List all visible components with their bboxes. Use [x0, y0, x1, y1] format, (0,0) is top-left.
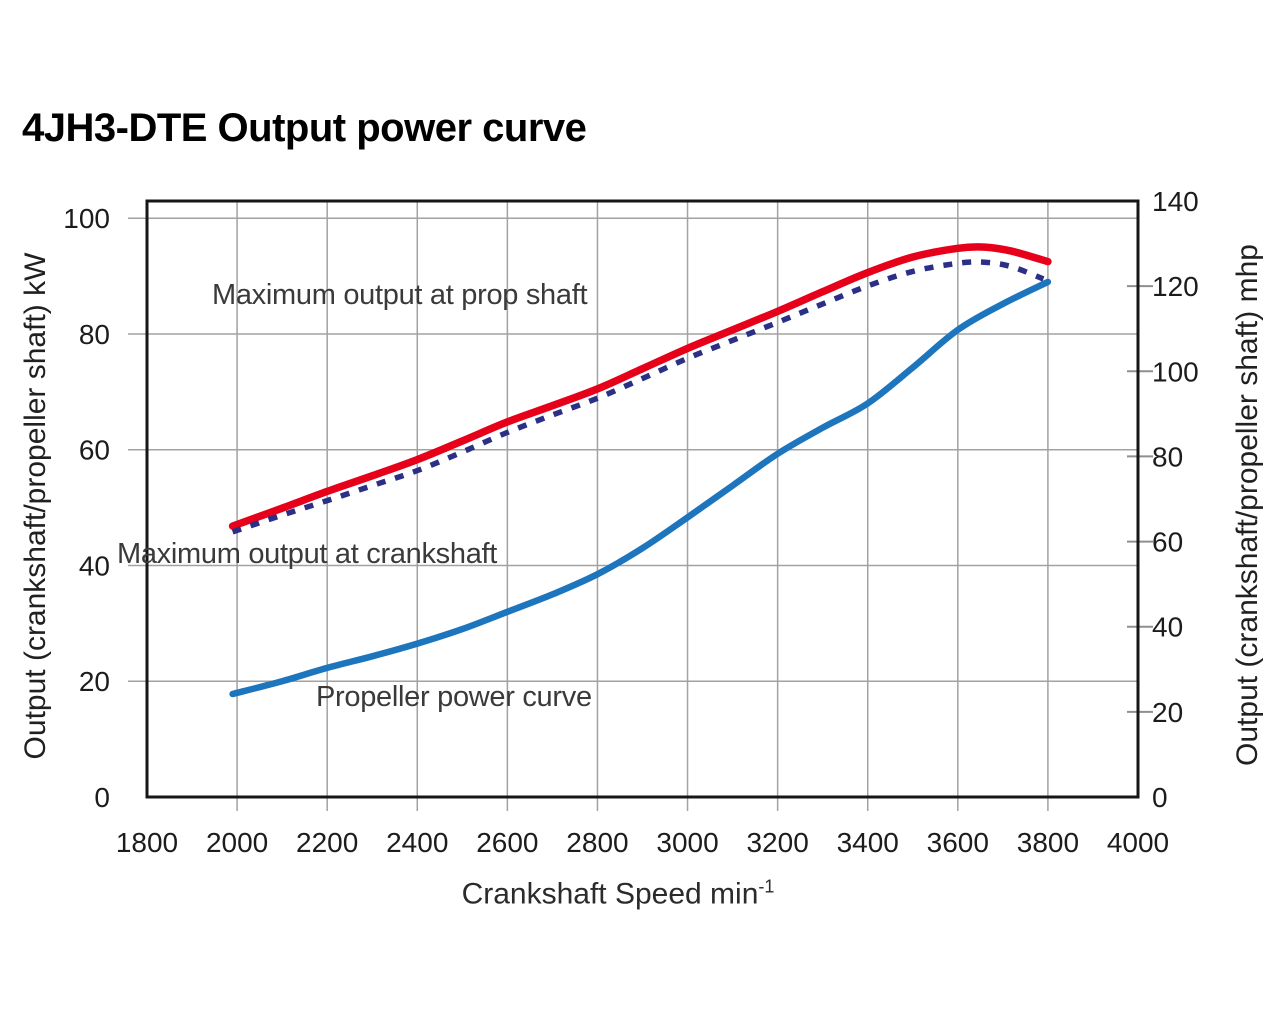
y-tick-label-mhp: 20: [1152, 697, 1183, 728]
x-tick-label: 2000: [206, 827, 268, 858]
x-tick-label: 3800: [1017, 827, 1079, 858]
curve-propeller-power-curve: [229, 278, 1052, 698]
y-tick-label-kw: 80: [79, 319, 110, 350]
x-tick-label: 3200: [746, 827, 808, 858]
x-tick-label: 3400: [837, 827, 899, 858]
x-axis-title-text: Crankshaft Speed min: [461, 877, 759, 911]
y-tick-label-mhp: 120: [1152, 271, 1199, 302]
curve-label-maximum-output-at-prop-shaft: Maximum output at prop shaft: [212, 279, 588, 311]
y-tick-label-kw: 20: [79, 666, 110, 697]
curve-maximum-output-at-prop-shaft: [231, 259, 1045, 535]
x-tick-label: 3000: [656, 827, 718, 858]
x-tick-label: 1800: [116, 827, 178, 858]
right-axis-title: Output (crankshaft/propeller shaft) mhp: [1231, 244, 1264, 766]
curve-label-maximum-output-at-crankshaft: Maximum output at crankshaft: [117, 538, 498, 570]
y-tick-label-mhp: 0: [1152, 782, 1168, 813]
left-axis-title: Output (crankshaft/propeller shaft) kW: [19, 252, 52, 760]
x-tick-label: 4000: [1107, 827, 1169, 858]
plot-border: [145, 199, 1140, 799]
x-tick-label: 2600: [476, 827, 538, 858]
y-tick-label-kw: 40: [79, 550, 110, 581]
curve-label-propeller-power-curve: Propeller power curve: [316, 681, 592, 713]
y-tick-label-kw: 0: [94, 782, 110, 813]
chart-title: 4JH3-DTE Output power curve: [22, 106, 587, 150]
y-tick-label-mhp: 140: [1152, 186, 1199, 217]
x-axis-title-sup: -1: [758, 876, 775, 897]
y-tick-label-kw: 60: [79, 435, 110, 466]
x-tick-label: 2200: [296, 827, 358, 858]
y-tick-label-mhp: 100: [1152, 356, 1199, 387]
y-tick-label-mhp: 60: [1152, 527, 1183, 558]
x-axis-title: Crankshaft Speed min-1: [462, 877, 775, 912]
y-tick-label-kw: 100: [63, 203, 110, 234]
x-tick-label: 3600: [927, 827, 989, 858]
x-tick-label: 2400: [386, 827, 448, 858]
y-tick-label-mhp: 40: [1152, 612, 1183, 643]
x-tick-label: 2800: [566, 827, 628, 858]
y-tick-label-mhp: 80: [1152, 441, 1183, 472]
curve-maximum-output-at-crankshaft: [228, 243, 1052, 530]
